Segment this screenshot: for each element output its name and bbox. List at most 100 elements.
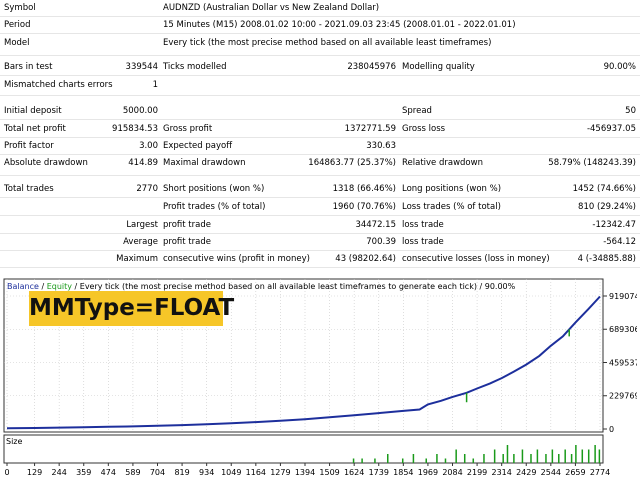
largest-loss-label: loss trade (402, 220, 444, 230)
size-bar (521, 449, 524, 463)
maximum-label: Maximum (116, 254, 158, 264)
size-bar (463, 454, 466, 463)
absolute-drawdown-label: Absolute drawdown (4, 158, 88, 168)
x-tick-label: 1739 (369, 468, 389, 477)
x-tick-label: 2659 (565, 468, 585, 477)
row-divider (0, 215, 640, 216)
model-value: Every tick (the most precise method base… (163, 38, 492, 48)
size-bar (581, 449, 584, 463)
total-net-profit-label: Total net profit (4, 124, 66, 134)
size-bar (575, 445, 577, 463)
x-tick-label: 704 (150, 468, 165, 477)
average-loss-label: loss trade (402, 237, 444, 247)
size-bar (545, 454, 547, 463)
size-bar (536, 449, 539, 463)
x-tick-label: 2774 (590, 468, 610, 477)
average-profit-value: 700.39 (366, 237, 396, 247)
row-divider (0, 197, 640, 198)
size-bar (594, 445, 596, 463)
x-tick-label: 1164 (246, 468, 266, 477)
bars-in-test-label: Bars in test (4, 62, 53, 72)
modelling-quality-label: Modelling quality (402, 62, 475, 72)
x-tick-label: 244 (52, 468, 67, 477)
x-tick-label: 1279 (270, 468, 290, 477)
spread-value: 50 (625, 106, 636, 116)
size-bar (530, 454, 532, 463)
gross-loss-value: -456937.05 (586, 124, 636, 134)
relative-drawdown-label: Relative drawdown (402, 158, 483, 168)
average-profit-label: profit trade (163, 237, 211, 247)
gross-loss-label: Gross loss (402, 124, 446, 134)
short-positions-value: 1318 (66.46%) (332, 184, 396, 194)
ticks-modelled-label: Ticks modelled (163, 62, 227, 72)
initial-deposit-label: Initial deposit (4, 106, 62, 116)
size-bar (570, 454, 573, 463)
size-bar (598, 449, 601, 463)
y-tick-label: 0 (609, 425, 614, 434)
size-bar (493, 449, 496, 463)
maximal-drawdown-value: 164863.77 (25.37%) (308, 158, 396, 168)
x-tick-label: 1624 (344, 468, 364, 477)
expected-payoff-label: Expected payoff (163, 141, 233, 151)
row-divider (0, 33, 640, 34)
size-bar (444, 458, 447, 463)
chart-caption: Balance / Equity / Every tick (the most … (7, 282, 515, 292)
caption-separator: / (38, 282, 47, 291)
gross-profit-label: Gross profit (163, 124, 213, 134)
short-positions-label: Short positions (won %) (163, 184, 265, 194)
caption-rest: / Every tick (the most precise method ba… (71, 282, 516, 291)
x-tick-label: 819 (174, 468, 189, 477)
profit-trades-value: 1960 (70.76%) (332, 202, 396, 212)
x-tick-label: 129 (27, 468, 42, 477)
row-divider (0, 119, 640, 120)
size-bar (412, 454, 415, 463)
size-bar (502, 454, 504, 463)
loss-trades-label: Loss trades (% of total) (402, 202, 501, 212)
maximum-wins-label: consecutive wins (profit in money) (163, 254, 310, 264)
bars-in-test-value: 339544 (125, 62, 158, 72)
expected-payoff-value: 330.63 (366, 141, 396, 151)
profit-factor-value: 3.00 (139, 141, 158, 151)
row-divider (0, 75, 640, 76)
maximum-wins-value: 43 (98202.64) (335, 254, 396, 264)
size-bar (558, 454, 560, 463)
size-bar (455, 449, 457, 463)
x-tick-label: 1509 (319, 468, 339, 477)
average-loss-value: -564.12 (603, 237, 636, 247)
row-divider (0, 16, 640, 17)
x-tick-label: 359 (76, 468, 91, 477)
symbol-label: Symbol (4, 3, 36, 13)
x-tick-label: 2544 (541, 468, 561, 477)
row-divider (0, 55, 640, 56)
x-tick-label: 474 (101, 468, 116, 477)
size-bar (436, 454, 438, 463)
total-trades-label: Total trades (4, 184, 54, 194)
x-tick-label: 0 (4, 468, 9, 477)
size-bar (551, 449, 554, 463)
size-bar (483, 454, 485, 463)
largest-profit-value: 34472.15 (355, 220, 396, 230)
row-divider (0, 250, 640, 251)
maximum-losses-label: consecutive losses (loss in money) (402, 254, 550, 264)
relative-drawdown-value: 58.79% (148243.39) (548, 158, 636, 168)
size-bar (564, 449, 566, 463)
x-tick-label: 1969 (418, 468, 438, 477)
long-positions-label: Long positions (won %) (402, 184, 502, 194)
x-tick-label: 1049 (221, 468, 241, 477)
largest-label: Largest (126, 220, 158, 230)
size-bar (506, 445, 509, 463)
symbol-value: AUDNZD (Australian Dollar vs New Zealand… (163, 3, 380, 13)
size-bar (472, 458, 475, 463)
x-tick-label: 2199 (467, 468, 487, 477)
balance-series-line (6, 295, 601, 430)
initial-deposit-value: 5000.00 (122, 106, 158, 116)
modelling-quality-value: 90.00% (603, 62, 636, 72)
y-tick-label: 459537 (609, 359, 637, 368)
x-tick-label: 1854 (393, 468, 413, 477)
row-divider (0, 267, 640, 268)
gross-profit-value: 1372771.59 (344, 124, 396, 134)
y-tick-label: 919074 (609, 292, 637, 301)
row-divider (0, 137, 640, 138)
size-bar (387, 454, 389, 463)
size-bar (513, 454, 515, 463)
